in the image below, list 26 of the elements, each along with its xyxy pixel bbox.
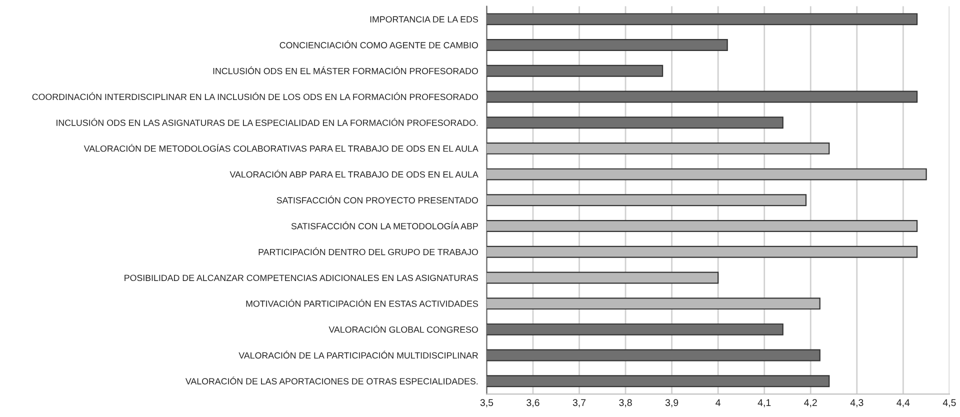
y-tick-label: VALORACIÓN DE METODOLOGÍAS COLABORATIVAS PARA EL TRABAJO DE ODS EN EL AULA: [84, 144, 478, 152]
y-tick-label: POSIBILIDAD DE ALCANZAR COMPETENCIAS ADICIONALES EN LAS ASIGNATURAS: [124, 274, 478, 282]
x-tick-label: 4,2: [804, 399, 817, 408]
y-tick-label: SATISFACCIÓN CON LA METODOLOGÍA ABP: [291, 222, 478, 230]
x-tick-label: 4,4: [896, 399, 910, 408]
x-tick-label: 3,8: [619, 399, 632, 408]
x-tick-label: 4,3: [850, 399, 864, 408]
x-tick-label: 4,1: [758, 399, 771, 408]
x-tick-label: 3,5: [480, 399, 494, 408]
y-tick-label: VALORACIÓN DE LA PARTICIPACIÓN MULTIDISCIPLINAR: [238, 350, 478, 359]
x-tick-label: 4,5: [942, 399, 956, 408]
x-tick-label: 4: [716, 399, 720, 406]
x-tick-label: 3,7: [572, 399, 586, 408]
y-tick-label: INCLUSIÓN ODS EN EL MÁSTER FORMACIÓN PROFESORADO: [213, 66, 478, 74]
y-tick-label: MOTIVACIÓN PARTICIPACIÓN EN ESTAS ACTIVIDADES: [246, 299, 478, 307]
x-tick-label: 3,9: [665, 399, 678, 408]
y-tick-label: INCLUSIÓN ODS EN LAS ASIGNATURAS DE LA ESPECIALIDAD EN LA FORMACIÓN PROFESORADO.: [56, 118, 478, 126]
x-tick-label: 3,6: [526, 399, 540, 408]
y-tick-label: VALORACIÓN GLOBAL CONGRESO: [328, 324, 478, 333]
y-tick-label: COORDINACIÓN INTERDISCIPLINAR EN LA INCLUSIÓN DE LOS ODS EN LA FORMACIÓN PROFESORADO: [32, 92, 478, 100]
y-tick-label: IMPORTANCIA DE LA EDS: [370, 16, 478, 22]
y-tick-label: VALORACIÓN DE LAS APORTACIONES DE OTRAS ESPECIALIDADES.: [185, 376, 478, 384]
y-tick-label: PARTICIPACIÓN DENTRO DEL GRUPO DE TRABAJO: [258, 247, 478, 256]
y-tick-label: VALORACIÓN ABP PARA EL TRABAJO DE ODS EN EL AULA: [230, 170, 478, 178]
y-tick-label: SATISFACCIÓN CON PROYECTO PRESENTADO: [276, 196, 478, 204]
y-tick-label: CONCIENCIACIÓN COMO AGENTE DE CAMBIO: [280, 40, 478, 48]
